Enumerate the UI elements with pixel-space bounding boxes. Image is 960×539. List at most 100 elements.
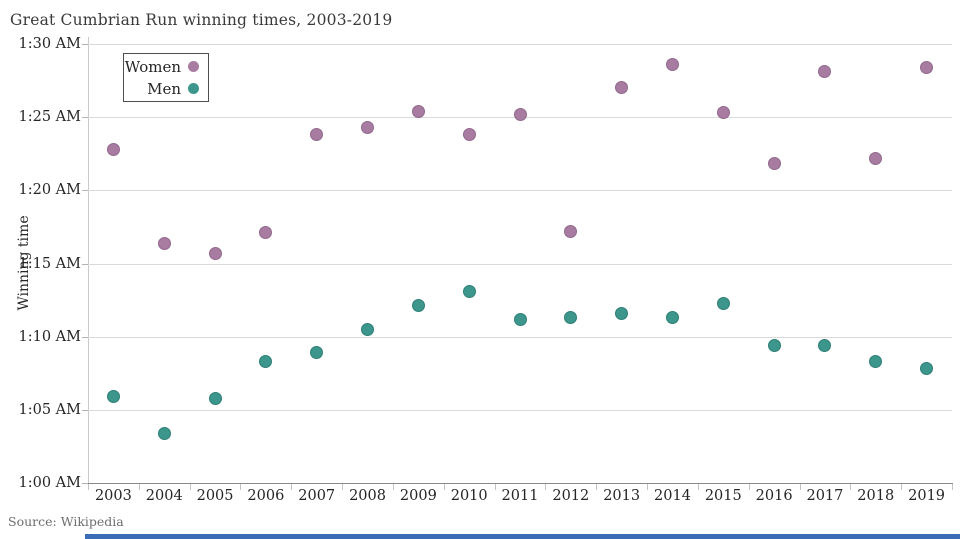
gridline xyxy=(88,190,952,192)
x-tick-mark xyxy=(189,484,191,490)
men-data-point xyxy=(564,311,578,325)
women-data-point xyxy=(462,128,476,142)
y-axis-spine xyxy=(88,37,89,483)
x-tick-label: 2018 xyxy=(857,488,895,504)
x-tick-mark xyxy=(138,484,140,490)
x-tick-label: 2006 xyxy=(247,488,285,504)
men-data-point xyxy=(716,296,730,310)
gridline xyxy=(88,263,952,265)
x-tick-label: 2017 xyxy=(806,488,844,504)
x-tick-label: 2015 xyxy=(704,488,742,504)
gridline xyxy=(88,409,952,411)
women-data-point xyxy=(361,120,375,134)
x-tick-label: 2010 xyxy=(450,488,488,504)
y-tick-mark xyxy=(82,117,88,119)
men-data-point xyxy=(615,306,629,320)
men-data-point xyxy=(208,391,222,405)
x-tick-mark xyxy=(647,484,649,490)
gridline xyxy=(88,44,952,45)
men-data-point xyxy=(361,322,375,336)
x-tick-label: 2007 xyxy=(298,488,336,504)
women-data-point xyxy=(208,246,222,260)
y-tick-label: 1:25 AM xyxy=(18,109,82,126)
men-data-point xyxy=(157,426,171,440)
x-tick-label: 2009 xyxy=(399,488,437,504)
y-tick-mark xyxy=(82,409,88,411)
women-data-point xyxy=(869,151,883,165)
x-tick-label: 2014 xyxy=(654,488,691,504)
women-data-point xyxy=(157,236,171,250)
men-marker-icon xyxy=(188,83,199,94)
y-tick-mark xyxy=(82,336,88,338)
x-tick-label: 2016 xyxy=(755,488,793,504)
x-tick-label: 2003 xyxy=(94,488,132,504)
x-tick-mark xyxy=(952,484,953,490)
x-tick-label: 2005 xyxy=(196,488,234,504)
women-data-point xyxy=(615,81,629,95)
legend-label-men: Men xyxy=(147,79,181,98)
x-tick-mark xyxy=(291,484,293,490)
women-data-point xyxy=(665,57,679,71)
women-data-point xyxy=(411,104,425,118)
women-data-point xyxy=(767,157,781,171)
y-tick-mark xyxy=(82,263,88,265)
men-data-point xyxy=(920,362,934,376)
women-data-point xyxy=(106,142,120,156)
y-tick-mark xyxy=(82,44,88,45)
x-tick-mark xyxy=(697,484,699,490)
x-tick-mark xyxy=(901,484,903,490)
x-tick-label: 2013 xyxy=(603,488,641,504)
x-tick-label: 2019 xyxy=(908,488,946,504)
y-tick-mark xyxy=(82,190,88,192)
x-tick-mark xyxy=(596,484,598,490)
legend: Women Men xyxy=(123,53,209,102)
x-tick-mark xyxy=(342,484,344,490)
x-tick-mark xyxy=(850,484,852,490)
x-tick-label: 2011 xyxy=(501,488,539,504)
women-data-point xyxy=(716,106,730,120)
women-data-point xyxy=(513,107,527,121)
x-tick-mark xyxy=(494,484,496,490)
source-note: Source: Wikipedia xyxy=(8,514,124,529)
x-tick-mark xyxy=(88,484,89,490)
y-tick-label: 1:05 AM xyxy=(18,401,82,418)
x-tick-mark xyxy=(748,484,750,490)
x-axis-baseline xyxy=(88,483,953,484)
men-data-point xyxy=(869,355,883,369)
men-data-point xyxy=(259,355,273,369)
chart-title: Great Cumbrian Run winning times, 2003-2… xyxy=(10,11,393,29)
women-data-point xyxy=(920,60,934,74)
x-tick-label: 2008 xyxy=(349,488,386,504)
men-data-point xyxy=(665,311,679,325)
legend-item-women: Women xyxy=(124,58,199,76)
legend-label-women: Women xyxy=(124,57,181,76)
men-data-point xyxy=(106,390,120,404)
women-marker-icon xyxy=(188,61,199,72)
men-data-point xyxy=(462,284,476,298)
x-tick-mark xyxy=(799,484,801,490)
y-tick-label: 1:30 AM xyxy=(18,36,82,52)
men-data-point xyxy=(411,299,425,313)
legend-item-men: Men xyxy=(124,80,199,98)
x-tick-label: 2012 xyxy=(552,488,590,504)
men-data-point xyxy=(310,346,324,360)
y-tick-label: 1:15 AM xyxy=(18,255,82,272)
y-tick-label: 1:00 AM xyxy=(18,475,82,491)
women-data-point xyxy=(259,226,273,240)
women-data-point xyxy=(818,65,832,79)
y-tick-mark xyxy=(82,483,88,484)
x-tick-mark xyxy=(240,484,242,490)
gridline xyxy=(88,336,952,338)
x-tick-mark xyxy=(443,484,445,490)
men-data-point xyxy=(818,338,832,352)
x-tick-label: 2004 xyxy=(145,488,183,504)
plot-area xyxy=(88,44,952,484)
women-data-point xyxy=(310,128,324,142)
bottom-accent-bar xyxy=(85,534,960,539)
men-data-point xyxy=(767,338,781,352)
women-data-point xyxy=(564,224,578,238)
x-tick-mark xyxy=(545,484,547,490)
men-data-point xyxy=(513,312,527,326)
x-tick-mark xyxy=(392,484,394,490)
